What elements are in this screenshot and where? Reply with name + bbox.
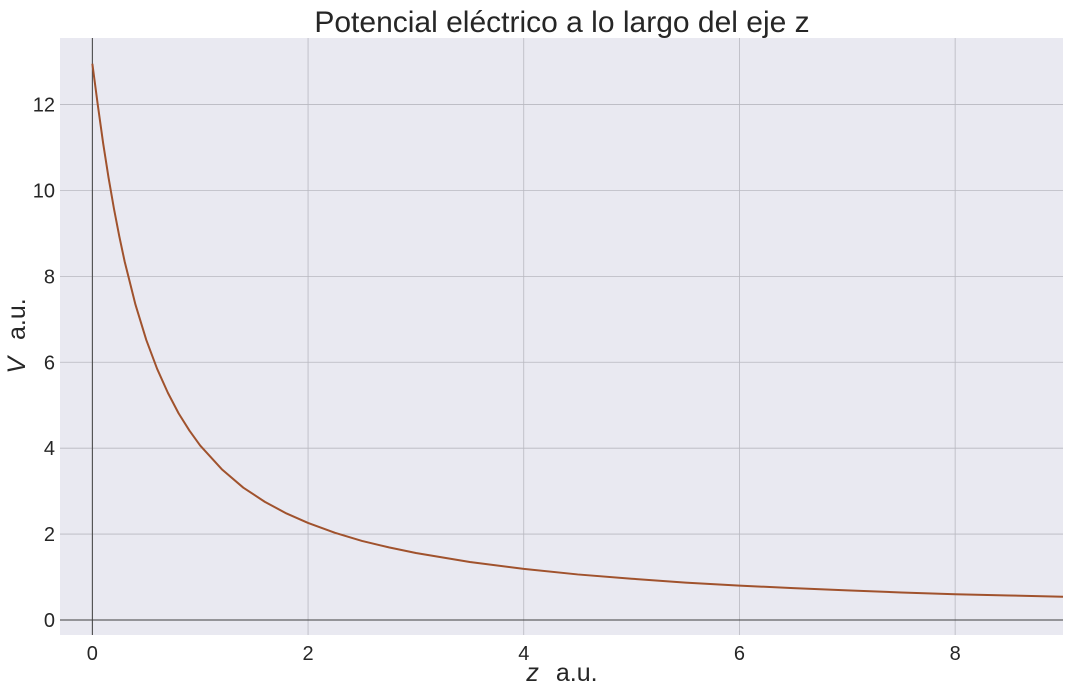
chart-title: Potencial eléctrico a lo largo del eje z xyxy=(314,6,809,39)
x-tick-label-4: 8 xyxy=(950,643,961,665)
y-tick-label-6: 12 xyxy=(33,95,55,117)
y-tick-label-2: 4 xyxy=(44,438,55,460)
series-layer xyxy=(91,63,1064,598)
x-tick-label-2: 4 xyxy=(518,643,529,665)
y-tick-label-0: 0 xyxy=(44,610,55,632)
x-tick-label-1: 2 xyxy=(302,643,313,665)
x-tick-label-3: 6 xyxy=(734,643,745,665)
y-tick-label-5: 10 xyxy=(33,180,55,202)
plot-area xyxy=(60,38,1063,635)
x-axis-unit: a.u. xyxy=(556,659,598,687)
y-axis-symbol: V xyxy=(3,355,31,374)
series-line-0 xyxy=(91,63,1064,598)
y-tick-labels: 0 2 4 6 8 10 12 xyxy=(33,95,55,632)
x-tick-labels: 0 2 4 6 8 xyxy=(87,643,961,665)
x-tick-label-0: 0 xyxy=(87,643,98,665)
y-axis-unit: a.u. xyxy=(3,298,31,340)
x-axis-label: z a.u. xyxy=(525,659,597,687)
y-axis-label: V a.u. xyxy=(3,298,31,373)
x-axis-symbol: z xyxy=(525,659,539,687)
y-tick-label-1: 2 xyxy=(44,524,55,546)
zero-lines xyxy=(60,38,1063,635)
y-tick-label-4: 8 xyxy=(44,266,55,288)
y-tick-label-3: 6 xyxy=(44,352,55,374)
